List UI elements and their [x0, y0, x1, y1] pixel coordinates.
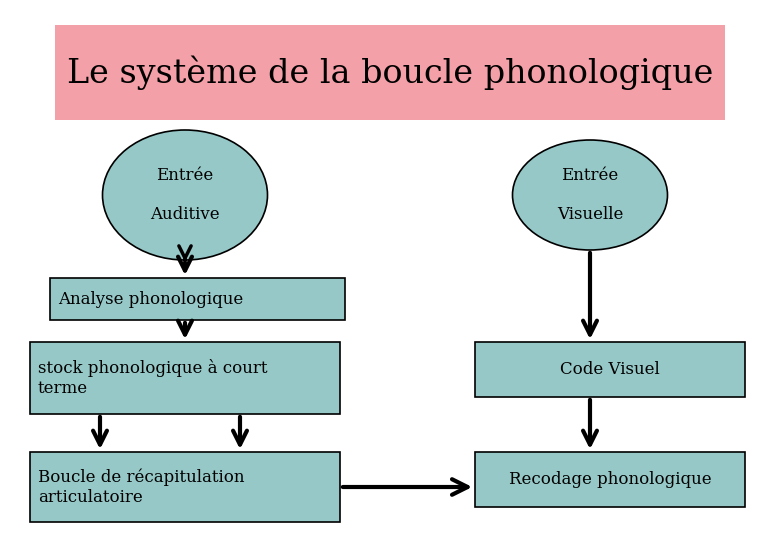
Text: Entrée

Visuelle: Entrée Visuelle [557, 167, 623, 223]
FancyBboxPatch shape [475, 452, 745, 507]
FancyBboxPatch shape [475, 342, 745, 397]
Ellipse shape [512, 140, 668, 250]
Bar [55, 25, 725, 120]
Text: Code Visuel: Code Visuel [560, 361, 660, 378]
Text: stock phonologique à court
terme: stock phonologique à court terme [38, 359, 268, 397]
FancyBboxPatch shape [30, 342, 340, 414]
Text: Analyse phonologique: Analyse phonologique [58, 291, 243, 307]
FancyBboxPatch shape [30, 452, 340, 522]
Text: Recodage phonologique: Recodage phonologique [509, 471, 711, 488]
Text: Boucle de récapitulation
articulatoire: Boucle de récapitulation articulatoire [38, 468, 244, 505]
Ellipse shape [102, 130, 268, 260]
Text: Le système de la boucle phonologique: Le système de la boucle phonologique [67, 55, 713, 90]
FancyBboxPatch shape [50, 278, 345, 320]
Text: Entrée

Auditive: Entrée Auditive [151, 167, 220, 223]
